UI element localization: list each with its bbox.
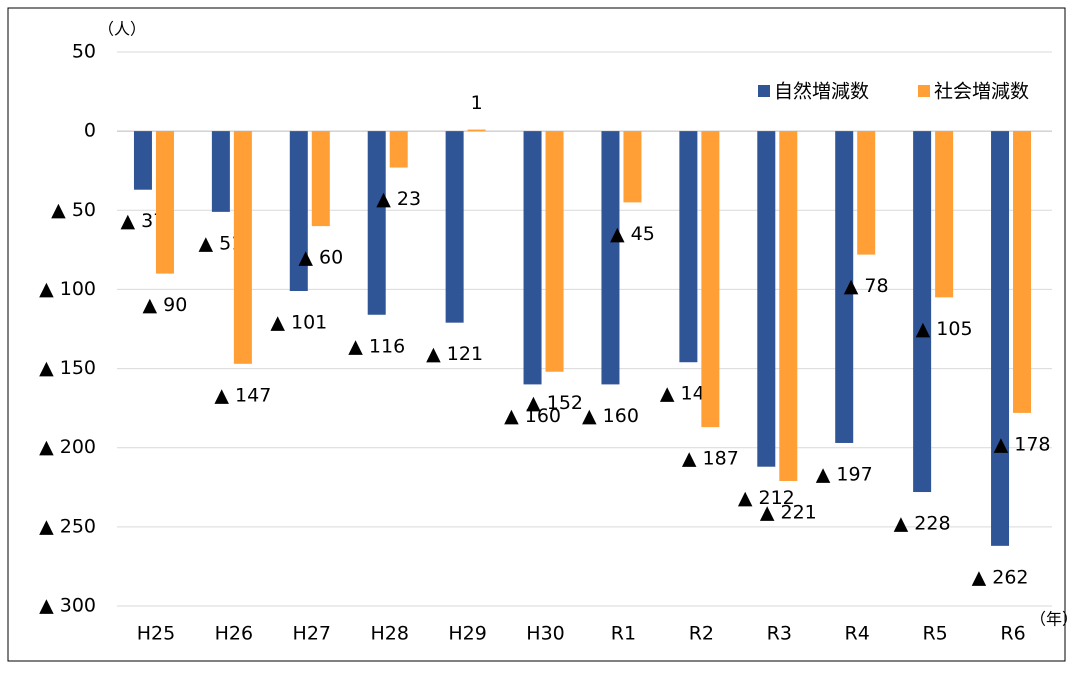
legend-swatch	[918, 85, 930, 97]
x-tick-label: H30	[526, 623, 564, 645]
legend-label: 自然増減数	[774, 81, 869, 103]
data-label: ▲ 101	[270, 312, 327, 334]
y-tick-label: 0	[84, 120, 96, 142]
data-label: ▲ 78	[844, 275, 889, 297]
x-tick-label: H29	[448, 623, 486, 645]
data-label: ▲ 197	[816, 463, 873, 485]
bar	[601, 131, 620, 385]
data-label: ▲ 90	[143, 294, 188, 316]
x-tick-label: R3	[767, 623, 792, 645]
bar	[857, 131, 876, 255]
x-tick-label: H25	[137, 623, 175, 645]
data-label: ▲ 262	[972, 566, 1029, 588]
x-tick-label: R2	[689, 623, 714, 645]
bar	[389, 131, 408, 168]
data-label: ▲ 160	[582, 405, 639, 427]
x-tick-label: H26	[215, 623, 253, 645]
data-label: ▲ 228	[894, 513, 951, 535]
x-tick-label: H27	[293, 623, 331, 645]
data-label: 1	[471, 92, 483, 114]
data-label: ▲ 147	[214, 384, 271, 406]
bar	[233, 131, 252, 364]
bar	[623, 131, 642, 203]
x-tick-label: H28	[370, 623, 408, 645]
data-label: ▲ 160	[504, 405, 561, 427]
bar	[779, 131, 798, 481]
bar	[545, 131, 564, 372]
legend-label: 社会増減数	[934, 81, 1029, 103]
y-unit: （人）	[98, 20, 146, 39]
bar	[445, 131, 464, 323]
legend-swatch	[758, 85, 770, 97]
bar	[155, 131, 174, 274]
x-tick-label: R5	[922, 623, 947, 645]
x-tick-label: R6	[1000, 623, 1025, 645]
y-tick-label: ▲ 250	[39, 515, 96, 537]
data-label: ▲ 152	[526, 392, 583, 414]
data-label: ▲ 187	[682, 448, 739, 470]
bar	[679, 131, 698, 363]
bar	[701, 131, 720, 428]
x-unit: （年）	[1030, 610, 1073, 629]
bar	[757, 131, 776, 467]
y-tick-label: ▲ 100	[39, 278, 96, 300]
bar	[523, 131, 542, 385]
bar	[467, 129, 486, 132]
y-tick-label: ▲ 300	[39, 595, 96, 617]
data-label: ▲ 105	[916, 318, 973, 340]
bar	[289, 131, 308, 292]
data-label: ▲ 45	[610, 223, 655, 245]
bar	[133, 131, 152, 190]
y-tick-label: 50	[72, 41, 96, 63]
bar	[1013, 131, 1032, 413]
bar	[913, 131, 932, 493]
bar	[211, 131, 230, 212]
data-label: ▲ 116	[348, 335, 405, 357]
bar	[311, 131, 330, 227]
data-label: ▲ 121	[426, 343, 483, 365]
y-tick-label: ▲ 150	[39, 357, 96, 379]
data-label: ▲ 221	[760, 501, 817, 523]
bar	[835, 131, 854, 443]
y-tick-label: ▲ 200	[39, 436, 96, 458]
data-label: ▲ 212	[738, 487, 795, 509]
x-tick-label: R4	[845, 623, 870, 645]
data-label: ▲ 23	[376, 188, 421, 210]
x-tick-label: R1	[611, 623, 636, 645]
bar	[367, 131, 386, 315]
data-label: ▲ 178	[994, 433, 1051, 455]
data-label: ▲ 51	[198, 232, 243, 254]
bar	[935, 131, 954, 298]
bar	[991, 131, 1010, 546]
data-label: ▲ 37	[121, 210, 166, 232]
y-tick-label: ▲ 50	[51, 199, 96, 221]
data-label: ▲ 60	[298, 247, 343, 269]
